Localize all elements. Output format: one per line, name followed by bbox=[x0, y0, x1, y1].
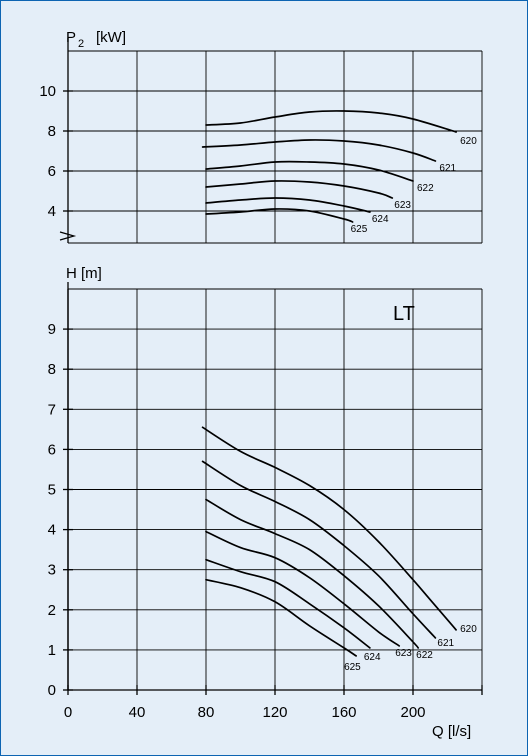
flow-axis-label: Q [l/s] bbox=[432, 723, 471, 740]
power-curve-label-620: 620 bbox=[460, 136, 477, 147]
head-tick-label: 1 bbox=[48, 642, 56, 659]
power-axis-unit: [kW] bbox=[96, 29, 126, 46]
head-curve-label-620: 620 bbox=[460, 624, 477, 635]
power-tick-label: 8 bbox=[48, 123, 56, 140]
head-tick-label: 6 bbox=[48, 441, 56, 458]
flow-tick-label: 200 bbox=[400, 704, 425, 721]
power-curve-621 bbox=[201, 139, 437, 162]
power-tick-label: 10 bbox=[39, 83, 56, 100]
power-grid: 4 6 8 10 bbox=[39, 38, 483, 244]
head-axis-label: H [m] bbox=[66, 265, 102, 282]
head-curve-625 bbox=[205, 578, 357, 657]
axis-break-mark bbox=[59, 231, 77, 241]
head-tick-label: 5 bbox=[48, 482, 56, 499]
power-curve-label-625: 625 bbox=[351, 224, 368, 235]
power-curve-label-621: 621 bbox=[439, 163, 456, 174]
head-curve-label-623: 623 bbox=[395, 648, 412, 659]
flow-tick-label: 120 bbox=[262, 704, 287, 721]
power-curve-624 bbox=[205, 197, 371, 213]
power-curve-623 bbox=[205, 180, 394, 199]
flow-tick-label: 40 bbox=[129, 704, 146, 721]
power-axis-label-subscript: 2 bbox=[78, 38, 84, 50]
head-curve-623 bbox=[205, 530, 401, 647]
series-tag: LT bbox=[393, 303, 415, 325]
head-tick-label: 3 bbox=[48, 562, 56, 579]
power-tick-label: 4 bbox=[48, 203, 56, 220]
head-tick-label: 4 bbox=[48, 522, 56, 539]
power-curve-625 bbox=[205, 208, 354, 223]
head-tick-label: 8 bbox=[48, 361, 56, 378]
axis-labels: P 2 [kW] H [m] Q [l/s] LT bbox=[66, 29, 471, 740]
head-curve-label-625: 625 bbox=[344, 662, 361, 673]
flow-tick-label: 80 bbox=[198, 704, 215, 721]
flow-tick-label: 0 bbox=[64, 704, 72, 721]
power-curve-622 bbox=[205, 160, 414, 182]
head-curve-621 bbox=[201, 460, 437, 639]
head-curve-label-622: 622 bbox=[416, 650, 433, 661]
power-curve-label-622: 622 bbox=[417, 183, 434, 194]
power-curves: 620 621 622 623 624 625 bbox=[201, 110, 477, 235]
power-curve-620 bbox=[205, 110, 457, 133]
head-grid: 0 1 2 3 4 5 6 7 8 9 0 40 80 120 160 200 bbox=[48, 282, 483, 721]
head-curve-624 bbox=[205, 558, 371, 649]
head-tick-label: 9 bbox=[48, 321, 56, 338]
head-curve-label-621: 621 bbox=[437, 638, 454, 649]
head-curve-622 bbox=[205, 498, 420, 649]
head-curve-label-624: 624 bbox=[364, 652, 381, 663]
head-tick-label: 7 bbox=[48, 401, 56, 418]
power-curve-label-623: 623 bbox=[394, 200, 411, 211]
power-curve-label-624: 624 bbox=[372, 214, 389, 225]
head-tick-label: 0 bbox=[48, 682, 56, 699]
power-axis-label: P bbox=[66, 29, 76, 46]
power-tick-label: 6 bbox=[48, 163, 56, 180]
head-curve-620 bbox=[201, 426, 457, 631]
head-tick-label: 2 bbox=[48, 602, 56, 619]
flow-tick-label: 160 bbox=[331, 704, 356, 721]
